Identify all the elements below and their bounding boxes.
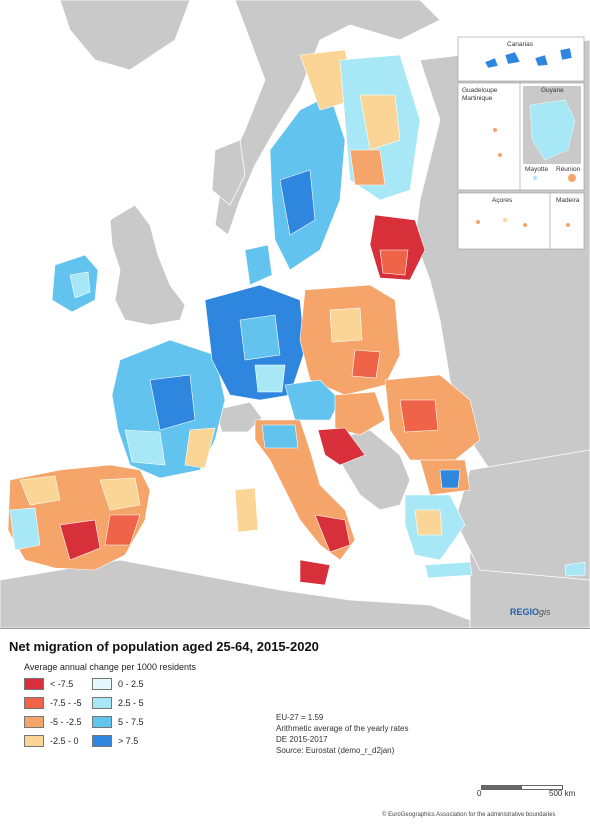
europe-map: Canarias Guadeloupe Martinique Guyane Ma… [0,0,590,629]
note-method: Arithmetic average of the yearly rates [276,724,409,733]
inset-label-reunion: Réunion [556,166,581,173]
legend-item-2: -7.5 - -5 [24,697,82,709]
scale-end: 500 km [549,789,576,798]
note-eu-average: EU-27 = 1.59 [276,713,324,722]
inset-canarias: Canarias [457,36,585,82]
legend-item-8: > 7.5 [92,735,138,747]
inset-label-madeira: Madeira [556,197,580,204]
legend-swatch-3 [24,716,44,728]
copyright-footnote: © EuroGeographics Association for the ad… [382,812,556,818]
legend-label-5: 0 - 2.5 [118,679,144,689]
legend-swatch-2 [24,697,44,709]
legend-item-3: -5 - -2.5 [24,716,82,728]
inset-acores-madeira: Açores Madeira [457,192,585,250]
legend-swatch-7 [92,716,112,728]
inset-label-guadeloupe: Guadeloupe [462,87,498,94]
inset-label-mayotte: Mayotte [525,166,549,173]
map-title: Net migration of population aged 25-64, … [9,639,319,654]
inset-label-guyane: Guyane [541,87,564,94]
legend-label-7: 5 - 7.5 [118,717,144,727]
scale-bar [481,785,563,790]
legend-label-8: > 7.5 [118,736,139,746]
map-canvas: Canarias Guadeloupe Martinique Guyane Ma… [0,0,590,629]
legend-swatch-1 [24,678,44,690]
legend-swatch-4 [24,735,44,747]
legend-swatch-8 [92,735,112,747]
scale-start: 0 [477,789,482,798]
legend-item-4: -2.5 - 0 [24,735,79,747]
legend-label-3: -5 - -2.5 [50,717,82,727]
legend-item-1: < -7.5 [24,678,73,690]
legend-panel: Net migration of population aged 25-64, … [0,628,590,824]
legend-label-2: -7.5 - -5 [50,698,82,708]
note-de-period: DE 2015-2017 [276,735,328,744]
eu-regions [7,49,586,586]
inset-label-martinique: Martinique [462,95,493,102]
inset-label-canarias: Canarias [507,41,534,48]
legend-item-5: 0 - 2.5 [92,678,144,690]
legend-label-4: -2.5 - 0 [50,736,79,746]
inset-label-acores: Açores [492,197,513,204]
legend-swatch-5 [92,678,112,690]
legend-label-1: < -7.5 [50,679,74,689]
legend-item-6: 2.5 - 5 [92,697,144,709]
regiogis-credit: REGIOgis [510,607,551,617]
legend-item-7: 5 - 7.5 [92,716,144,728]
inset-caribbean: Guadeloupe Martinique Guyane Mayotte Réu… [457,82,585,191]
legend-subtitle: Average annual change per 1000 residents [24,662,196,672]
note-source: Source: Eurostat (demo_r_d2jan) [276,746,395,755]
legend-swatch-6 [92,697,112,709]
legend-label-6: 2.5 - 5 [118,698,144,708]
